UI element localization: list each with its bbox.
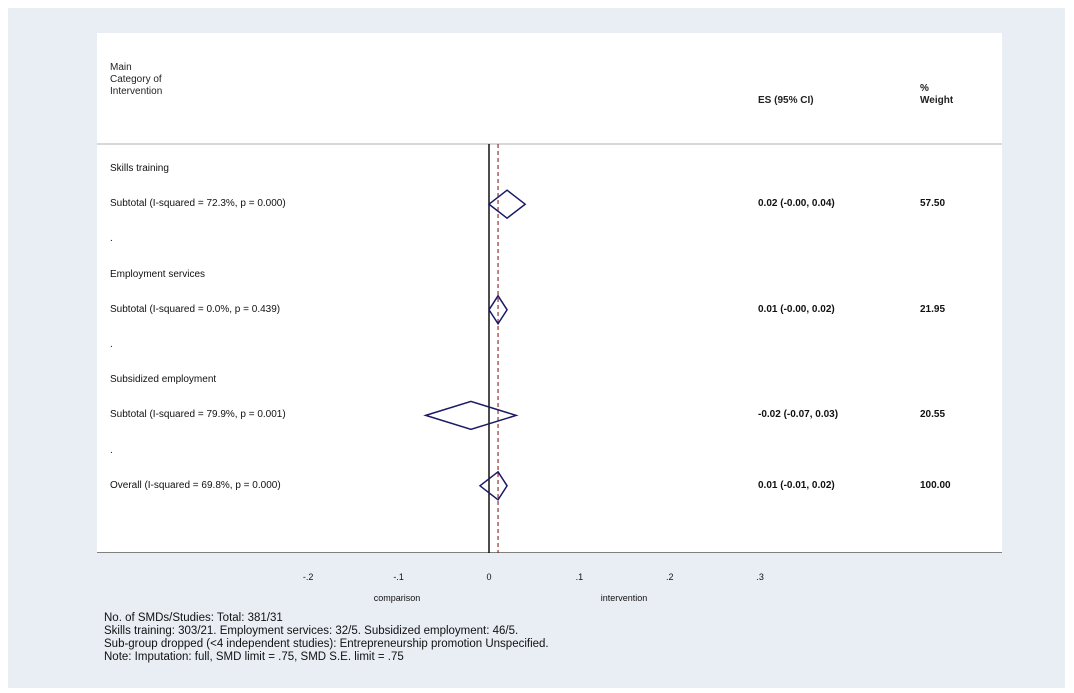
x-tick-label: .2 bbox=[666, 572, 674, 582]
effect-size-ci: 0.02 (-0.00, 0.04) bbox=[758, 198, 835, 210]
es-header: ES (95% CI) bbox=[758, 95, 814, 106]
weight-value: 57.50 bbox=[920, 198, 946, 210]
group-label: Skills training bbox=[110, 163, 169, 174]
weight-value: 100.00 bbox=[920, 479, 951, 491]
intervention-label: intervention bbox=[600, 593, 648, 603]
footnotes: No. of SMDs/Studies: Total: 381/31 Skill… bbox=[104, 612, 549, 664]
x-tick-label: -.2 bbox=[302, 572, 314, 582]
footnote-line: Skills training: 303/21. Employment serv… bbox=[104, 625, 519, 637]
spacer-dot: . bbox=[110, 444, 113, 456]
subtotal-diamond bbox=[423, 400, 519, 431]
footnote-line: No. of SMDs/Studies: Total: 381/31 bbox=[104, 612, 283, 624]
spacer-dot: . bbox=[110, 339, 113, 350]
effect-size-ci: 0.01 (-0.01, 0.02) bbox=[758, 479, 835, 491]
row-label: Overall (I-squared = 69.8%, p = 0.000) bbox=[110, 479, 281, 491]
spacer-dot: . bbox=[110, 233, 113, 245]
weight-value: 21.95 bbox=[920, 303, 946, 315]
forest-plot-svg bbox=[97, 143, 1002, 553]
weight-header-line: Weight bbox=[920, 95, 954, 106]
weight-header: % Weight bbox=[920, 83, 953, 107]
row-label: Subtotal (I-squared = 0.0%, p = 0.439) bbox=[110, 303, 281, 315]
x-tick-label: -.1 bbox=[393, 572, 404, 582]
x-tick-label: 0 bbox=[486, 572, 492, 582]
weight-value: 20.55 bbox=[920, 409, 946, 421]
row-label: Subtotal (I-squared = 79.9%, p = 0.001) bbox=[110, 409, 286, 421]
footnote-line: Note: Imputation: full, SMD limit = .75,… bbox=[104, 651, 404, 663]
forest-plot-panel: Main Category of Intervention ES (95% CI… bbox=[97, 33, 1002, 603]
category-header-line: Main bbox=[110, 62, 132, 73]
x-tick-label: .1 bbox=[575, 572, 584, 582]
row-label: Subtotal (I-squared = 72.3%, p = 0.000) bbox=[110, 198, 286, 210]
group-label: Subsidized employment bbox=[110, 374, 217, 386]
category-header-line: Intervention bbox=[110, 86, 163, 97]
x-tick-label: .3 bbox=[756, 572, 764, 582]
footnote-line: Sub-group dropped (<4 independent studie… bbox=[104, 638, 549, 650]
weight-header-line: % bbox=[920, 83, 929, 94]
category-header: Main Category of Intervention bbox=[110, 62, 162, 98]
effect-size-ci: -0.02 (-0.07, 0.03) bbox=[758, 409, 839, 421]
overall-diamond bbox=[478, 470, 508, 501]
subtotal-diamond bbox=[488, 294, 508, 326]
effect-size-ci: 0.01 (-0.00, 0.02) bbox=[758, 303, 835, 315]
subtotal-diamond bbox=[487, 189, 527, 220]
group-label: Employment services bbox=[110, 268, 206, 280]
category-header-line: Category of bbox=[110, 74, 162, 85]
comparison-label: comparison bbox=[373, 593, 421, 603]
